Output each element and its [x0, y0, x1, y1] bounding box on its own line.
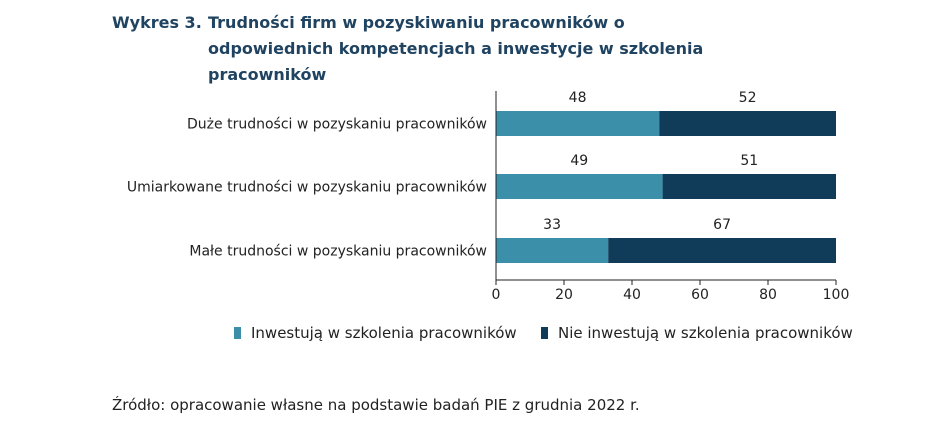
- legend-label-invest: Inwestują w szkolenia pracowników: [251, 324, 517, 342]
- source-note: Źródło: opracowanie własne na podstawie …: [112, 396, 640, 414]
- title-text: Trudności firm w pozyskiwaniu pracownikó…: [208, 13, 704, 84]
- bar-segment-not-invest: [659, 111, 836, 136]
- bar-segment-invest: [496, 174, 663, 199]
- data-label-invest: 49: [570, 153, 588, 169]
- x-tick-label: 20: [555, 287, 573, 303]
- x-tick-label: 60: [691, 287, 709, 303]
- x-tick-label: 40: [623, 287, 641, 303]
- data-label-not-invest: 51: [740, 153, 758, 169]
- x-tick-label: 0: [492, 287, 501, 303]
- x-tick-label: 100: [823, 287, 850, 303]
- bar-segment-invest: [496, 238, 609, 263]
- category-label: Duże trudności w pozyskaniu pracowników: [187, 117, 487, 133]
- category-label: Małe trudności w pozyskaniu pracowników: [189, 244, 487, 260]
- legend-label-not-invest: Nie inwestują w szkolenia pracowników: [558, 324, 853, 342]
- data-label-invest: 48: [569, 90, 587, 106]
- legend-item-invest: Inwestują w szkolenia pracowników: [234, 324, 517, 342]
- x-tick-label: 80: [759, 287, 777, 303]
- legend-swatch-not-invest: [541, 327, 548, 339]
- title-prefix: Wykres 3.: [112, 13, 202, 32]
- bar-segment-not-invest: [608, 238, 836, 263]
- stacked-bar-chart: Duże trudności w pozyskaniu pracowników 4…: [127, 90, 850, 303]
- data-label-not-invest: 52: [739, 90, 757, 106]
- category-label: Umiarkowane trudności w pozyskaniu praco…: [127, 180, 487, 196]
- data-label-not-invest: 67: [713, 217, 731, 233]
- legend-item-not-invest: Nie inwestują w szkolenia pracowników: [541, 324, 853, 342]
- legend-swatch-invest: [234, 327, 241, 339]
- data-label-invest: 33: [543, 217, 561, 233]
- bar-segment-invest: [496, 111, 660, 136]
- bar-segment-not-invest: [662, 174, 836, 199]
